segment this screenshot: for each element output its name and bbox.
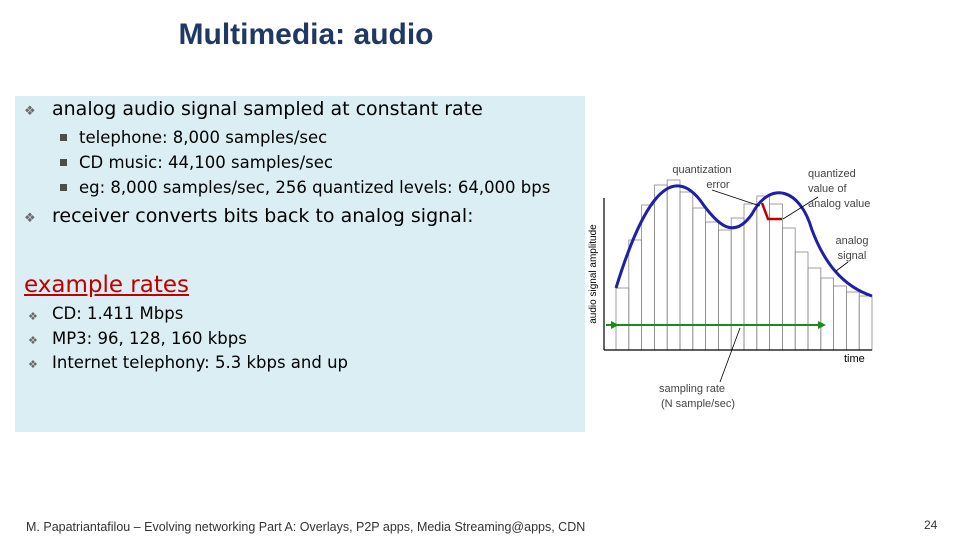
x-axis-label: time — [844, 353, 865, 365]
sub-bullet-telephone: telephone: 8,000 samples/sec — [60, 128, 327, 147]
sample-bar — [615, 287, 630, 351]
sample-bar — [692, 207, 706, 351]
label-quantization: quantization — [672, 164, 731, 176]
label-samples-per-sec: (N sample/sec) — [661, 398, 735, 410]
square-bullet-icon — [60, 134, 67, 141]
page-title: Multimedia: audio — [178, 18, 434, 51]
sample-bar — [743, 203, 758, 351]
sample-bar — [679, 191, 694, 351]
sample-bar — [820, 277, 834, 351]
pointer-quantized-value — [782, 196, 819, 220]
sample-bar — [794, 251, 809, 351]
sub-bullet-example: eg: 8,000 samples/sec, 256 quantized lev… — [60, 178, 550, 197]
label-value-of: value of — [808, 183, 847, 195]
rate-arrow-start-icon — [611, 321, 619, 329]
sub-bullet-cd: CD music: 44,100 samples/sec — [60, 153, 333, 172]
analog-signal-curve — [614, 184, 873, 298]
sample-bar — [782, 227, 796, 351]
diamond-bullet-icon: ❖ — [28, 334, 38, 347]
sample-bar — [628, 239, 642, 351]
sample-bar — [718, 229, 732, 351]
bullet-sampling: analog audio signal sampled at constant … — [52, 98, 483, 120]
bullet-receiver: receiver converts bits back to analog si… — [52, 205, 474, 227]
sample-bar — [730, 217, 745, 351]
y-axis-label: audio signal amplitude — [588, 224, 599, 324]
square-bullet-icon — [60, 184, 67, 191]
sample-bar — [833, 285, 847, 351]
page-number: 24 — [924, 518, 938, 532]
rate-arrow-end-icon — [818, 321, 826, 329]
diamond-bullet-icon: ❖ — [28, 358, 38, 371]
label-quantized: quantized — [808, 168, 856, 180]
rate-cd: CD: 1.411 Mbps — [52, 304, 184, 323]
label-sampling-rate: sampling rate — [659, 383, 725, 395]
sample-bar — [846, 291, 860, 351]
label-signal: signal — [838, 250, 867, 262]
diamond-bullet-icon: ❖ — [24, 211, 36, 226]
sample-bar — [641, 204, 655, 351]
sample-bar — [858, 295, 873, 351]
rate-mp3: MP3: 96, 128, 160 kbps — [52, 329, 247, 348]
square-bullet-icon — [60, 159, 67, 166]
diamond-bullet-icon: ❖ — [24, 104, 36, 119]
diamond-bullet-icon: ❖ — [28, 310, 38, 323]
label-analog: analog — [835, 235, 868, 247]
pointer-sampling-rate — [719, 327, 741, 383]
sample-bar — [705, 221, 719, 351]
sample-bar — [769, 203, 783, 351]
footer-text: M. Papatriantafilou – Evolving networkin… — [26, 520, 586, 534]
text-panel — [15, 96, 585, 432]
example-rates-heading: example rates — [24, 272, 190, 298]
quantization-error-mark — [760, 202, 782, 221]
sample-bar — [807, 267, 822, 351]
label-analog-value: analog value — [808, 198, 870, 210]
pointer-analog-signal — [835, 261, 849, 272]
label-error: error — [706, 179, 730, 191]
pointer-quant-error — [711, 189, 761, 207]
rate-internet-telephony: Internet telephony: 5.3 kbps and up — [52, 353, 349, 372]
